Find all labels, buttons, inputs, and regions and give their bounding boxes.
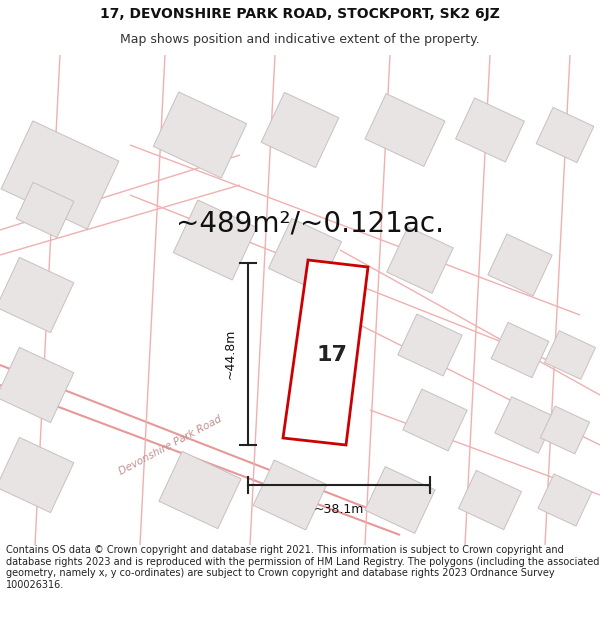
Text: ~38.1m: ~38.1m: [314, 503, 364, 516]
Polygon shape: [536, 107, 594, 162]
Text: 17, DEVONSHIRE PARK ROAD, STOCKPORT, SK2 6JZ: 17, DEVONSHIRE PARK ROAD, STOCKPORT, SK2…: [100, 7, 500, 21]
Polygon shape: [16, 182, 74, 238]
Polygon shape: [268, 219, 341, 291]
Text: Devonshire Park Road: Devonshire Park Road: [117, 414, 223, 476]
Polygon shape: [398, 314, 462, 376]
Polygon shape: [261, 92, 339, 168]
Polygon shape: [538, 474, 592, 526]
Polygon shape: [365, 467, 435, 533]
Text: Contains OS data © Crown copyright and database right 2021. This information is : Contains OS data © Crown copyright and d…: [6, 545, 599, 590]
Polygon shape: [495, 397, 555, 453]
Text: ~44.8m: ~44.8m: [223, 329, 236, 379]
Polygon shape: [387, 227, 453, 293]
Polygon shape: [0, 348, 74, 423]
Polygon shape: [455, 98, 524, 162]
Polygon shape: [173, 200, 257, 280]
Polygon shape: [541, 406, 590, 454]
Polygon shape: [0, 258, 74, 332]
Polygon shape: [253, 460, 327, 530]
Polygon shape: [154, 92, 247, 178]
Polygon shape: [488, 234, 552, 296]
Text: 17: 17: [317, 345, 347, 365]
Text: ~489m²/~0.121ac.: ~489m²/~0.121ac.: [176, 209, 444, 237]
Polygon shape: [544, 331, 596, 379]
Polygon shape: [458, 471, 521, 529]
Polygon shape: [403, 389, 467, 451]
Polygon shape: [1, 121, 119, 229]
Text: Map shows position and indicative extent of the property.: Map shows position and indicative extent…: [120, 33, 480, 46]
Polygon shape: [491, 322, 549, 378]
Polygon shape: [283, 260, 368, 445]
Polygon shape: [365, 94, 445, 166]
Polygon shape: [159, 451, 241, 529]
Polygon shape: [0, 438, 74, 512]
